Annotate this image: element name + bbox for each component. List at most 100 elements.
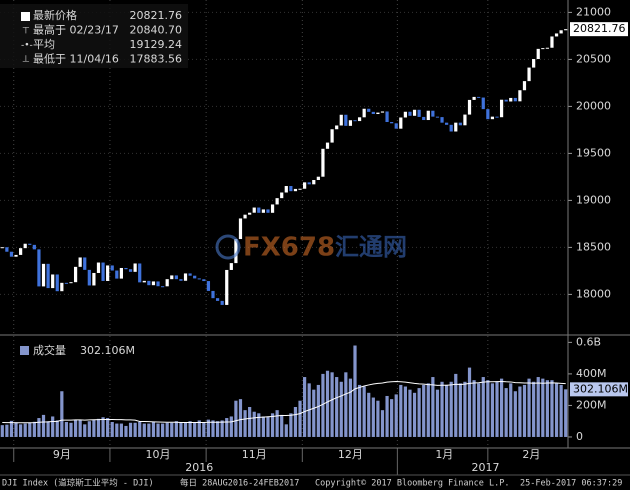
legend-value: 302.106M	[80, 344, 135, 357]
volume-bar	[435, 389, 440, 437]
y-tick-label: 0	[576, 430, 583, 443]
candle	[344, 114, 348, 126]
volume-bar	[431, 377, 435, 437]
x-tick-label: 2月	[522, 448, 540, 461]
volume-bar	[472, 380, 476, 437]
volume-bar	[215, 421, 220, 437]
volume-bar	[499, 378, 504, 437]
volume-bar	[60, 391, 64, 437]
volume-bar	[248, 407, 252, 437]
candle	[96, 262, 101, 273]
candle	[234, 239, 238, 264]
candle	[179, 279, 183, 281]
candle	[522, 81, 527, 91]
volume-bar	[403, 386, 407, 437]
volume-bar	[303, 377, 307, 437]
average-line	[2, 380, 566, 424]
candle	[330, 129, 334, 143]
volume-bar	[257, 413, 261, 437]
volume-tag	[570, 382, 628, 397]
volume-bar	[170, 422, 174, 437]
volume-bar	[156, 423, 160, 437]
volume-bar	[394, 394, 398, 437]
candle	[261, 209, 265, 213]
volume-bar	[495, 381, 499, 437]
volume-bar	[73, 419, 78, 437]
candle	[73, 266, 78, 283]
volume-bar	[422, 384, 426, 437]
candle	[550, 36, 554, 48]
volume-bar	[23, 423, 27, 437]
candle	[499, 99, 504, 118]
volume-bar	[321, 373, 325, 437]
candle	[229, 263, 233, 270]
volume-bar	[527, 378, 531, 437]
candle	[202, 279, 206, 282]
footer: Copyright© 2017 Bloomberg Finance L.P.	[315, 479, 509, 489]
volume-bar	[399, 384, 403, 437]
candle	[284, 186, 288, 193]
candle	[270, 204, 275, 213]
volume-bar	[408, 389, 412, 437]
candle	[412, 109, 417, 116]
volume-bar	[41, 414, 46, 437]
volume-bar	[64, 421, 69, 437]
volume-bar	[238, 399, 243, 437]
candle	[495, 116, 499, 118]
candle	[188, 273, 192, 276]
x-tick-label: 12月	[338, 448, 363, 461]
volume-bar	[458, 383, 462, 437]
volume-bar	[202, 421, 206, 437]
y-tick-label: 200M	[576, 398, 607, 411]
candle	[417, 109, 421, 117]
volume-bar	[426, 383, 430, 437]
volume-bar	[467, 367, 472, 437]
candle	[92, 272, 96, 286]
volume-bar	[147, 423, 151, 437]
legend-value: 17883.56	[130, 53, 183, 66]
volume-bar	[325, 370, 330, 437]
candle	[564, 29, 568, 31]
volume-bar	[9, 420, 14, 437]
volume-bar	[486, 380, 490, 437]
candle	[197, 278, 201, 280]
volume-bar	[211, 420, 215, 437]
x-tick-label: 9月	[53, 448, 71, 461]
candle	[32, 244, 36, 250]
volume-bar	[124, 425, 128, 437]
volume-bar	[463, 381, 467, 437]
price-tag	[570, 22, 628, 37]
volume-bar	[14, 422, 18, 437]
x-tick-label: 11月	[242, 448, 267, 461]
volume-bar	[32, 421, 36, 437]
candle	[243, 214, 247, 219]
volume-bar	[243, 410, 247, 437]
y-tick-label: 20000	[576, 99, 611, 112]
volume-bar	[559, 384, 563, 437]
volume-bar	[339, 381, 343, 437]
volume-bar	[490, 383, 495, 437]
volume-bar	[142, 423, 146, 437]
volume-bar	[119, 423, 123, 437]
volume-bar	[229, 416, 233, 437]
candle	[14, 254, 18, 257]
volume-bar	[225, 418, 229, 437]
candle	[513, 97, 517, 102]
candle	[403, 111, 407, 118]
candle	[124, 267, 128, 270]
volume-bar	[46, 421, 50, 437]
volume-bar	[101, 417, 105, 437]
candle	[481, 97, 485, 110]
legend-label: 最高于 02/23/17	[33, 23, 119, 37]
volume-bar	[348, 378, 353, 437]
volume-bar	[518, 386, 522, 437]
candle	[477, 96, 481, 98]
candle	[367, 108, 371, 112]
candle	[445, 122, 449, 125]
candle	[23, 243, 27, 249]
volume-bar	[312, 389, 316, 437]
candle	[51, 274, 55, 289]
candle	[115, 270, 119, 279]
candle	[376, 112, 380, 115]
